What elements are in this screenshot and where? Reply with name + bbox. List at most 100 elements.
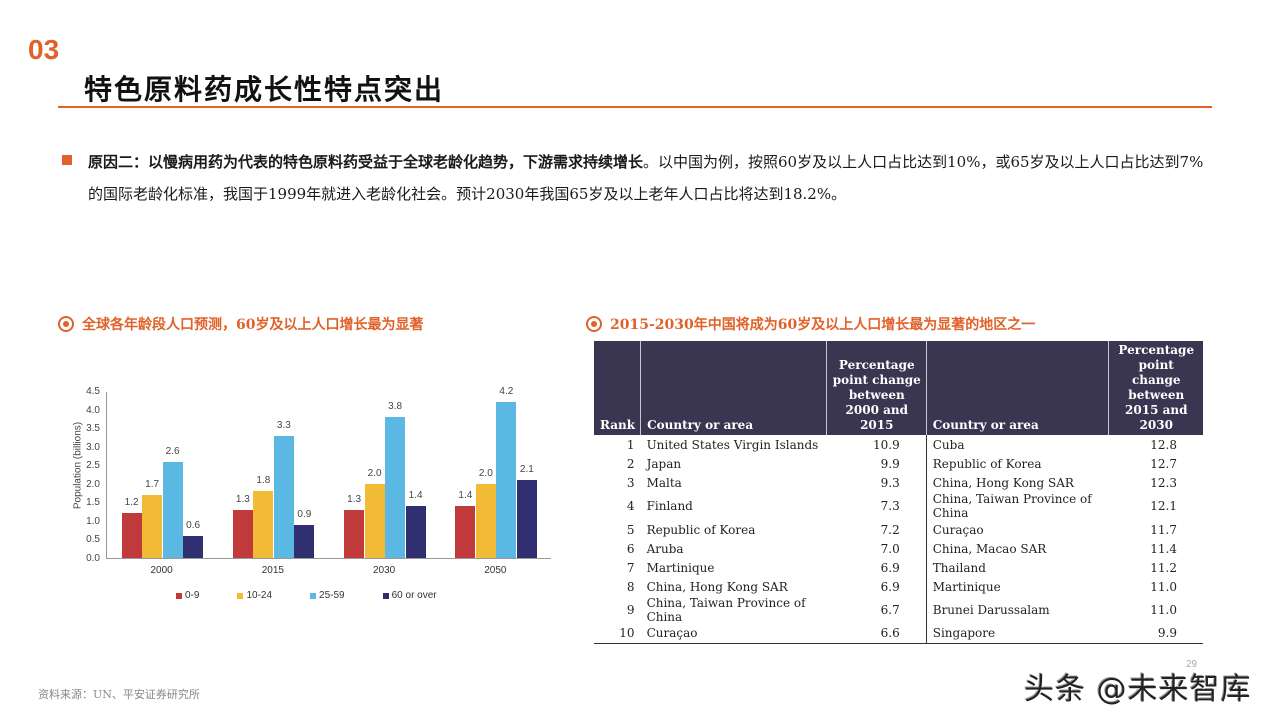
table-row: 2 Japan 9.9 Republic of Korea 12.7 bbox=[594, 454, 1203, 473]
country-cell: Singapore bbox=[925, 624, 1108, 644]
table-row: 3 Malta 9.3 China, Hong Kong SAR 12.3 bbox=[594, 473, 1203, 492]
table-row: 4 Finland 7.3 China, Taiwan Province of Chi… bbox=[594, 492, 1203, 520]
value-cell: 7.3 bbox=[880, 499, 900, 513]
x-tick-label: 2030 bbox=[373, 565, 396, 576]
legend-label: 60 or over bbox=[391, 590, 437, 601]
value-cell: 9.3 bbox=[880, 475, 900, 490]
country-cell: China, Macao SAR bbox=[925, 539, 1108, 558]
bar-value-label: 4.2 bbox=[499, 386, 514, 398]
population-bar-chart: Population (billions) 0.0 0.5 1.0 1.5 2.0 2.5… bbox=[56, 380, 556, 610]
x-tick-label: 2015 bbox=[261, 565, 284, 576]
bar-value-label: 3.3 bbox=[276, 419, 291, 431]
bar-2050-10-24: 2.0 bbox=[475, 468, 496, 558]
rank-cell: 5 bbox=[626, 522, 635, 537]
bar-2000-10-24: 1.7 bbox=[142, 479, 163, 558]
bullet-normal-text: 。以中国为例，按照60岁及以上人口占比达到10%，或65岁及以上人口占比达到7%… bbox=[88, 153, 1204, 203]
bar-value-label: 0.9 bbox=[297, 508, 312, 520]
value-cell: 12.1 bbox=[1150, 499, 1177, 513]
bullet-paragraph: 原因二：以慢病用药为代表的特色原料药受益于全球老龄化趋势，下游需求持续增长。以中… bbox=[62, 146, 1212, 210]
table-row: 1 United States Virgin Islands 10.9 Cuba 12.… bbox=[594, 435, 1203, 454]
target-icon bbox=[58, 316, 74, 332]
value-cell: 9.9 bbox=[880, 456, 900, 471]
country-cell: China, Hong Kong SAR bbox=[925, 473, 1108, 492]
rank-cell: 4 bbox=[626, 499, 635, 513]
value-cell: 6.9 bbox=[880, 560, 900, 575]
title-divider bbox=[58, 106, 1212, 108]
bar-value-label: 1.4 bbox=[408, 490, 423, 502]
bar-value-label: 1.3 bbox=[347, 493, 362, 505]
value-cell: 12.8 bbox=[1150, 437, 1177, 452]
table-row: 7 Martinique 6.9 Thailand 11.2 bbox=[594, 558, 1203, 577]
value-cell: 11.7 bbox=[1150, 522, 1177, 537]
bar-2015-0-9: 1.3 bbox=[232, 494, 253, 558]
value-cell: 10.9 bbox=[873, 437, 900, 452]
table-header-row: Rank Country or area Percentage point ch… bbox=[594, 341, 1203, 435]
legend-label: 25-59 bbox=[319, 590, 345, 601]
x-tick-label: 2050 bbox=[484, 565, 507, 576]
page-title: 特色原料药成长性特点突出 bbox=[84, 73, 445, 106]
y-tick-label: 2.5 bbox=[86, 460, 100, 472]
chart-subtitle: 全球各年龄段人口预测，60岁及以上人口增长最为显著 bbox=[58, 314, 423, 334]
bar-value-label: 1.3 bbox=[235, 493, 250, 505]
table-subtitle: 2015-2030年中国将成为60岁及以上人口增长最为显著的地区之一 bbox=[586, 314, 1035, 334]
value-cell: 6.7 bbox=[880, 603, 900, 617]
aging-ranking-table: Rank Country or area Percentage point ch… bbox=[594, 341, 1203, 644]
table-row: 8 China, Hong Kong SAR 6.9 Martinique 11.0 bbox=[594, 577, 1203, 596]
bullet-text: 原因二：以慢病用药为代表的特色原料药受益于全球老龄化趋势，下游需求持续增长。以中… bbox=[88, 146, 1212, 210]
plot-area: 1.2 1.7 2.6 0.6 1.3 1.8 3.3 0.9 1.3 2.0 3.8 1.4 1.4 2… bbox=[106, 386, 551, 559]
bar-value-label: 0.6 bbox=[186, 519, 201, 531]
bar-2050-60-or-over: 2.1 bbox=[516, 464, 537, 558]
table-body: 1 United States Virgin Islands 10.9 Cuba 12.… bbox=[594, 435, 1203, 644]
bar-value-label: 2.6 bbox=[165, 445, 180, 457]
bar-2000-25-59: 2.6 bbox=[162, 446, 183, 558]
rank-cell: 9 bbox=[626, 603, 635, 617]
country-cell: Brunei Darussalam bbox=[925, 596, 1108, 624]
country-cell: China, Hong Kong SAR bbox=[646, 579, 788, 594]
bar-value-label: 1.8 bbox=[256, 475, 271, 487]
legend-item: 60 or over bbox=[382, 590, 437, 601]
country-cell: Thailand bbox=[925, 558, 1108, 577]
country-cell: Japan bbox=[646, 456, 682, 471]
target-icon bbox=[586, 316, 602, 332]
y-tick-label: 4.0 bbox=[86, 404, 100, 416]
watermark: 头条 @未来智库 bbox=[1024, 672, 1252, 707]
bar-2030-10-24: 2.0 bbox=[364, 468, 385, 558]
bar-value-label: 2.0 bbox=[367, 467, 382, 479]
value-cell: 12.3 bbox=[1150, 475, 1177, 490]
table-row: 5 Republic of Korea 7.2 Curaçao 11.7 bbox=[594, 520, 1203, 539]
value-cell: 7.2 bbox=[880, 522, 900, 537]
country-cell: China, Taiwan Province of China bbox=[925, 492, 1108, 520]
y-tick-label: 1.0 bbox=[86, 515, 100, 527]
bar-2030-0-9: 1.3 bbox=[344, 494, 365, 558]
table-row: 10 Curaçao 6.6 Singapore 9.9 bbox=[594, 624, 1203, 644]
value-cell: 11.2 bbox=[1150, 560, 1177, 575]
country-cell: China, Taiwan Province of China bbox=[646, 596, 806, 624]
bar-value-label: 1.4 bbox=[458, 490, 473, 502]
country-cell: Republic of Korea bbox=[646, 522, 756, 537]
y-tick-label: 4.5 bbox=[86, 386, 100, 397]
rank-cell: 8 bbox=[626, 579, 635, 594]
bar-value-label: 2.0 bbox=[478, 467, 493, 479]
country-cell: Martinique bbox=[925, 577, 1108, 596]
rank-cell: 6 bbox=[626, 541, 635, 556]
section-number: 03 bbox=[28, 34, 60, 65]
legend-label: 0-9 bbox=[185, 590, 200, 601]
bar-2015-10-24: 1.8 bbox=[253, 475, 274, 558]
country-cell: United States Virgin Islands bbox=[646, 437, 819, 452]
bullet-bold-text: 原因二：以慢病用药为代表的特色原料药受益于全球老龄化趋势，下游需求持续增长 bbox=[88, 153, 644, 171]
header-rank: Rank bbox=[594, 341, 642, 435]
legend-label: 10-24 bbox=[246, 590, 273, 601]
value-cell: 12.7 bbox=[1150, 456, 1177, 471]
country-cell: Finland bbox=[646, 499, 693, 513]
bar-2015-25-59: 3.3 bbox=[273, 420, 294, 558]
value-cell: 11.0 bbox=[1150, 579, 1177, 594]
value-cell: 6.6 bbox=[826, 624, 927, 644]
bar-2015-60-or-over: 0.9 bbox=[294, 509, 315, 558]
rank-cell: 3 bbox=[626, 475, 635, 490]
legend-swatch-icon bbox=[237, 592, 244, 599]
header-change-2015-2030: Percentage point change between 2015 and… bbox=[1108, 341, 1203, 435]
country-cell: Aruba bbox=[646, 541, 684, 556]
value-cell: 9.9 bbox=[1108, 624, 1203, 644]
chart-subtitle-text: 全球各年龄段人口预测，60岁及以上人口增长最为显著 bbox=[82, 317, 424, 333]
country-cell: Republic of Korea bbox=[925, 454, 1108, 473]
